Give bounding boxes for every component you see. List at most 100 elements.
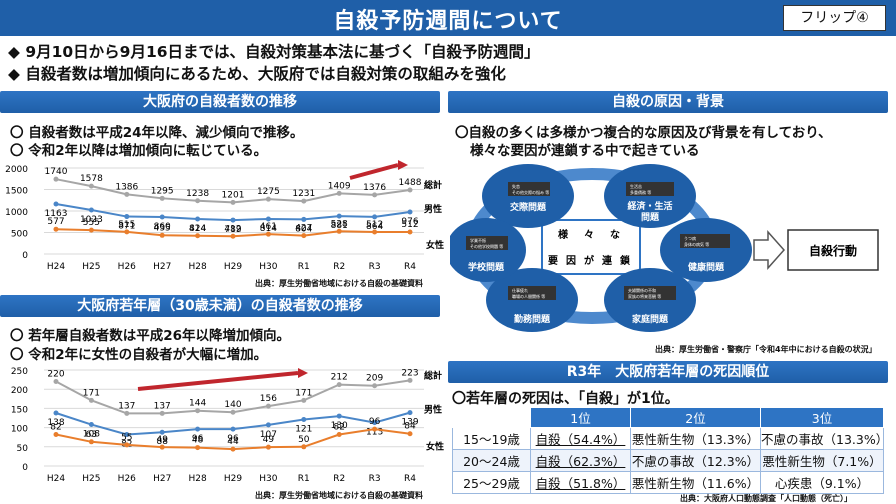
svg-text:仕事疲れ: 仕事疲れ [512, 287, 528, 293]
cause-diagram: 様 々 な 要 因 が 連 鎖 失恋 その他交際の悩み 等 交際問題 生活苦 多… [450, 164, 879, 332]
data-label: 220 [47, 370, 64, 380]
series-legend-label: 男性 [424, 404, 442, 416]
data-label: 814 [260, 224, 277, 234]
x-tick-label: H29 [224, 474, 242, 484]
data-label: 789 [224, 225, 241, 235]
data-point [124, 191, 130, 197]
data-label: 82 [333, 423, 344, 433]
bullet-2: ◆ 自殺者数は増加傾向にあるため、大阪府では自殺対策の取組みを強化 [8, 65, 506, 83]
ranking-note: 〇若年層の死因は、「自殺」が1位。 [452, 391, 679, 407]
data-label: 96 [369, 417, 381, 427]
trend-arrow [137, 371, 299, 391]
data-label: 1163 [45, 209, 68, 219]
data-label: 55 [121, 433, 132, 443]
data-point [195, 445, 201, 451]
svg-text:問題: 問題 [641, 212, 660, 223]
data-point [336, 382, 342, 388]
svg-text:その他交際の悩み 等: その他交際の悩み 等 [512, 189, 549, 195]
x-tick-label: R4 [404, 474, 416, 484]
data-point [124, 432, 130, 438]
svg-text:学校問題: 学校問題 [468, 261, 505, 273]
data-point [230, 409, 236, 415]
center-char: 様 [558, 228, 569, 241]
data-label: 864 [366, 222, 383, 232]
data-label: 412 [224, 224, 241, 234]
data-point [372, 214, 378, 220]
node-relationship: 失恋 その他交際の悩み 等 交際問題 [482, 164, 574, 228]
note-trend-2: 〇 令和2年以降は増加傾向に転じている。 [10, 143, 268, 159]
col-header [452, 407, 531, 428]
x-tick-label: H27 [153, 474, 171, 484]
data-point [336, 190, 342, 196]
arrow-icon [753, 230, 786, 270]
series-legend-label: 女性 [426, 441, 444, 453]
data-point [159, 410, 165, 416]
data-point [230, 446, 236, 452]
data-point [372, 383, 378, 389]
data-point [301, 233, 307, 239]
x-tick-label: H29 [224, 262, 242, 272]
data-point [336, 228, 342, 234]
data-point [336, 432, 342, 438]
data-label: 137 [154, 401, 171, 411]
flip-label: フリップ④ [783, 5, 886, 31]
data-point [88, 207, 94, 213]
x-tick-label: H24 [47, 474, 65, 484]
data-label: 212 [331, 373, 348, 383]
data-point [372, 420, 378, 426]
data-point [336, 213, 342, 219]
y-tick-label: 250 [11, 367, 28, 377]
data-label: 49 [263, 435, 275, 445]
data-label: 528 [331, 219, 348, 229]
svg-text:身体の病気 等: 身体の病気 等 [684, 241, 709, 247]
svg-text:生活苦: 生活苦 [630, 183, 642, 189]
data-point [407, 377, 413, 383]
x-tick-label: R1 [298, 474, 310, 484]
data-point [301, 198, 307, 204]
x-tick-label: H30 [259, 474, 277, 484]
data-label: 1275 [257, 187, 280, 197]
data-label: 461 [260, 222, 277, 232]
data-label: 63 [86, 430, 97, 440]
note-youth-2: 〇 令和2年に女性の自殺者が大幅に増加。 [10, 347, 268, 363]
x-tick-label: H30 [259, 262, 277, 272]
data-label: 108 [83, 430, 100, 440]
section-header-causes: 自殺の原因・背景 [448, 91, 888, 113]
data-point [265, 403, 271, 409]
section-header-youth: 大阪府若年層（30歳未満）の自殺者数の推移 [0, 295, 440, 317]
svg-text:夫婦関係の不和: 夫婦関係の不和 [628, 287, 656, 293]
data-point [159, 444, 165, 450]
y-tick-label: 1000 [5, 208, 28, 218]
data-label: 96 [192, 434, 204, 444]
node-work: 仕事疲れ 職場の人間関係 等 勤務問題 [486, 268, 578, 332]
data-label: 44 [227, 437, 239, 447]
center-char: な [610, 229, 620, 241]
y-tick-label: 100 [11, 425, 28, 435]
data-point [265, 422, 271, 428]
data-point [53, 201, 59, 207]
data-point [159, 195, 165, 201]
x-tick-label: R3 [369, 474, 381, 484]
center-char: 鎖 [620, 254, 631, 267]
data-label: 113 [366, 428, 383, 438]
data-label: 140 [224, 400, 241, 410]
x-tick-label: H25 [82, 474, 100, 484]
center-char: が [584, 254, 595, 267]
source-youth: 出典：厚生労働省地域における自殺の基礎資料 [255, 491, 423, 500]
data-label: 209 [366, 374, 383, 384]
data-label: 223 [401, 368, 418, 378]
data-label: 814 [189, 224, 206, 234]
table-row: 15～19歳 自殺（54.4%） 悪性新生物（13.3%） 不慮の事故（13.3… [452, 427, 888, 450]
data-label: 1386 [115, 182, 138, 192]
x-tick-label: R2 [333, 262, 345, 272]
svg-text:健康問題: 健康問題 [688, 261, 725, 273]
data-point [195, 198, 201, 204]
data-point [265, 216, 271, 222]
y-tick-label: 2000 [5, 165, 28, 175]
svg-text:その他学校問題 等: その他学校問題 等 [470, 243, 503, 249]
data-point [53, 176, 59, 182]
source-trend: 出典：厚生労働省地域における自殺の基礎資料 [255, 279, 423, 288]
data-point [195, 408, 201, 414]
data-point [336, 413, 342, 419]
y-tick-label: 150 [11, 405, 28, 415]
